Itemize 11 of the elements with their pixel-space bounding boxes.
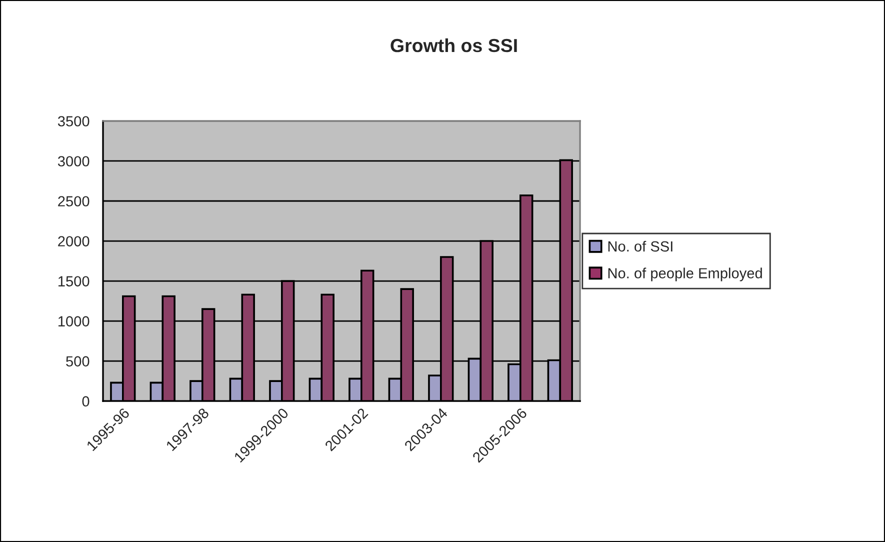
y-tick-label: 1500 — [58, 276, 90, 286]
y-tick-label: 500 — [66, 356, 90, 366]
y-tick-label: 1000 — [58, 316, 90, 326]
y-tick-label: 2000 — [58, 236, 90, 246]
chart-title: Growth os SSI — [390, 38, 517, 52]
y-tick-label: 3000 — [58, 156, 90, 166]
legend-label: No. of SSI — [608, 240, 672, 252]
legend-label: No. of people Employed — [608, 268, 762, 282]
y-tick-label: 2500 — [58, 196, 90, 206]
y-tick-label: 0 — [82, 396, 90, 407]
y-tick-label: 3500 — [58, 116, 90, 126]
